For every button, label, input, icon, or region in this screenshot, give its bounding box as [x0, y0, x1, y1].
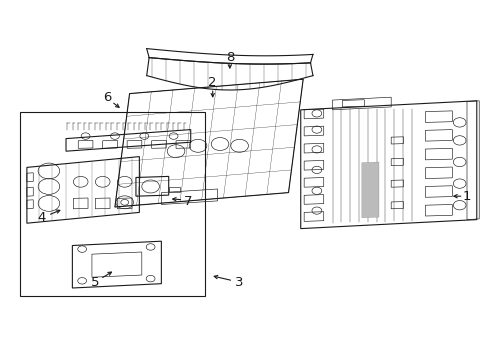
Text: 8: 8: [225, 51, 234, 64]
Polygon shape: [361, 162, 378, 218]
Text: 3: 3: [235, 276, 244, 289]
Text: 5: 5: [91, 276, 100, 289]
Text: 1: 1: [462, 190, 470, 203]
Text: 6: 6: [103, 91, 112, 104]
Text: 7: 7: [183, 195, 192, 208]
Text: 2: 2: [208, 76, 217, 89]
Text: 4: 4: [37, 211, 46, 224]
